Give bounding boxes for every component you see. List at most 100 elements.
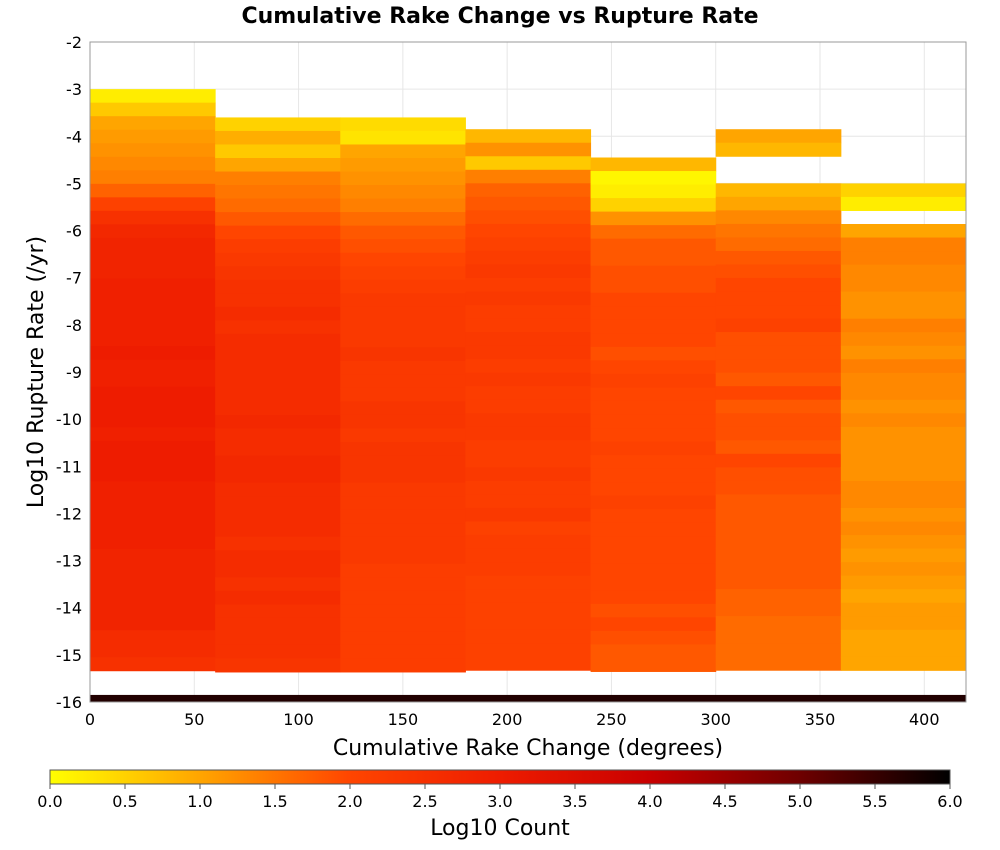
heatmap-cell: [215, 590, 341, 605]
heatmap-cell: [840, 318, 967, 333]
heatmap-cell: [340, 644, 466, 659]
y-tick-label: -8: [66, 316, 82, 335]
colorbar-tick-label: 0.0: [37, 792, 62, 811]
heatmap-cell: [715, 440, 842, 455]
heatmap-cell: [90, 400, 216, 415]
heatmap-cell: [215, 482, 341, 497]
colorbar-tick-label: 1.0: [187, 792, 212, 811]
heatmap-cell: [90, 170, 216, 185]
heatmap-cell: [590, 333, 717, 348]
colorbar-tick-label: 6.0: [937, 792, 962, 811]
heatmap-cell: [715, 602, 842, 617]
heatmap-cell: [90, 116, 216, 131]
x-tick-label: 0: [85, 710, 95, 729]
heatmap-cell: [465, 169, 592, 184]
heatmap-cell: [715, 359, 842, 374]
heatmap-cell: [90, 183, 216, 198]
heatmap-cell: [215, 130, 341, 145]
heatmap-cell: [340, 631, 466, 646]
heatmap-bottom-band: [90, 694, 966, 702]
heatmap-cell: [715, 453, 842, 468]
heatmap-cell: [340, 293, 466, 308]
heatmap-cell: [215, 279, 341, 294]
colorbar-tick-label: 5.0: [787, 792, 812, 811]
heatmap-cell: [465, 643, 592, 658]
heatmap-cell: [465, 129, 592, 144]
heatmap-cell: [715, 521, 842, 536]
heatmap-cell: [465, 426, 592, 441]
heatmap-cell: [90, 102, 216, 117]
heatmap-cell: [340, 496, 466, 511]
heatmap-cell: [840, 629, 967, 644]
heatmap-cell: [715, 386, 842, 401]
heatmap-cell: [590, 428, 717, 443]
heatmap-cell: [465, 372, 592, 387]
heatmap-cell: [465, 507, 592, 522]
heatmap-cell: [465, 602, 592, 617]
heatmap-cell: [340, 428, 466, 443]
heatmap-cell: [340, 577, 466, 592]
heatmap-cell: [715, 318, 842, 333]
heatmap-cell: [90, 251, 216, 266]
heatmap-cell: [340, 550, 466, 565]
heatmap-cell: [340, 523, 466, 538]
heatmap-cell: [840, 494, 967, 509]
heatmap-cell: [215, 320, 341, 335]
heatmap-cell: [715, 589, 842, 604]
heatmap-cell: [840, 453, 967, 468]
heatmap-cell: [715, 562, 842, 577]
heatmap-cell: [215, 644, 341, 659]
heatmap-cell: [590, 211, 717, 226]
heatmap-cell: [340, 225, 466, 240]
heatmap-cell: [715, 399, 842, 414]
y-axis-ticks: -2 -3 -4 -5 -6 -7 -8 -9 -10 -11 -12 -13 -14 -15 -16: [56, 33, 82, 712]
heatmap-cell: [215, 577, 341, 592]
heatmap-cell: [90, 454, 216, 469]
y-tick-label: -4: [66, 127, 82, 146]
heatmap-cell: [715, 291, 842, 306]
heatmap-cell: [465, 359, 592, 374]
x-tick-label: 350: [805, 710, 836, 729]
heatmap-cell: [590, 360, 717, 375]
heatmap-cell: [465, 386, 592, 401]
x-tick-label: 150: [388, 710, 419, 729]
heatmap-cell: [215, 563, 341, 578]
heatmap-cell: [340, 374, 466, 389]
heatmap-cell: [590, 522, 717, 537]
heatmap-cell: [215, 117, 341, 132]
heatmap-cell: [465, 616, 592, 631]
heatmap-cell: [590, 292, 717, 307]
heatmap-cell: [590, 157, 717, 172]
colorbar-tick-label: 4.0: [637, 792, 662, 811]
colorbar: [49, 769, 951, 785]
heatmap-cell: [715, 575, 842, 590]
heatmap-cell: [90, 319, 216, 334]
heatmap-cell: [215, 293, 341, 308]
heatmap-cell: [715, 616, 842, 631]
heatmap-cell: [340, 185, 466, 200]
heatmap-cell: [90, 589, 216, 604]
heatmap-cell: [465, 332, 592, 347]
heatmap-cell: [590, 509, 717, 524]
heatmap-cell: [340, 212, 466, 227]
y-tick-label: -14: [56, 599, 82, 618]
chart-title: Cumulative Rake Change vs Rupture Rate: [241, 4, 758, 29]
heatmap-cell: [340, 536, 466, 551]
heatmap-cell: [465, 156, 592, 171]
heatmap-cell: [590, 644, 717, 659]
heatmap-cell: [840, 589, 967, 604]
heatmap-cell: [840, 656, 967, 671]
heatmap-cell: [590, 373, 717, 388]
heatmap-cell: [90, 549, 216, 564]
heatmap-cell: [340, 198, 466, 213]
heatmap-cell: [465, 196, 592, 211]
heatmap-cell: [340, 563, 466, 578]
heatmap-cell: [840, 183, 967, 198]
heatmap-cell: [340, 658, 466, 673]
heatmap-cell: [465, 250, 592, 265]
heatmap-cell: [590, 198, 717, 213]
heatmap-cell: [340, 414, 466, 430]
heatmap-cell: [90, 143, 216, 158]
heatmap-cell: [465, 629, 592, 644]
heatmap-cell: [90, 413, 216, 428]
